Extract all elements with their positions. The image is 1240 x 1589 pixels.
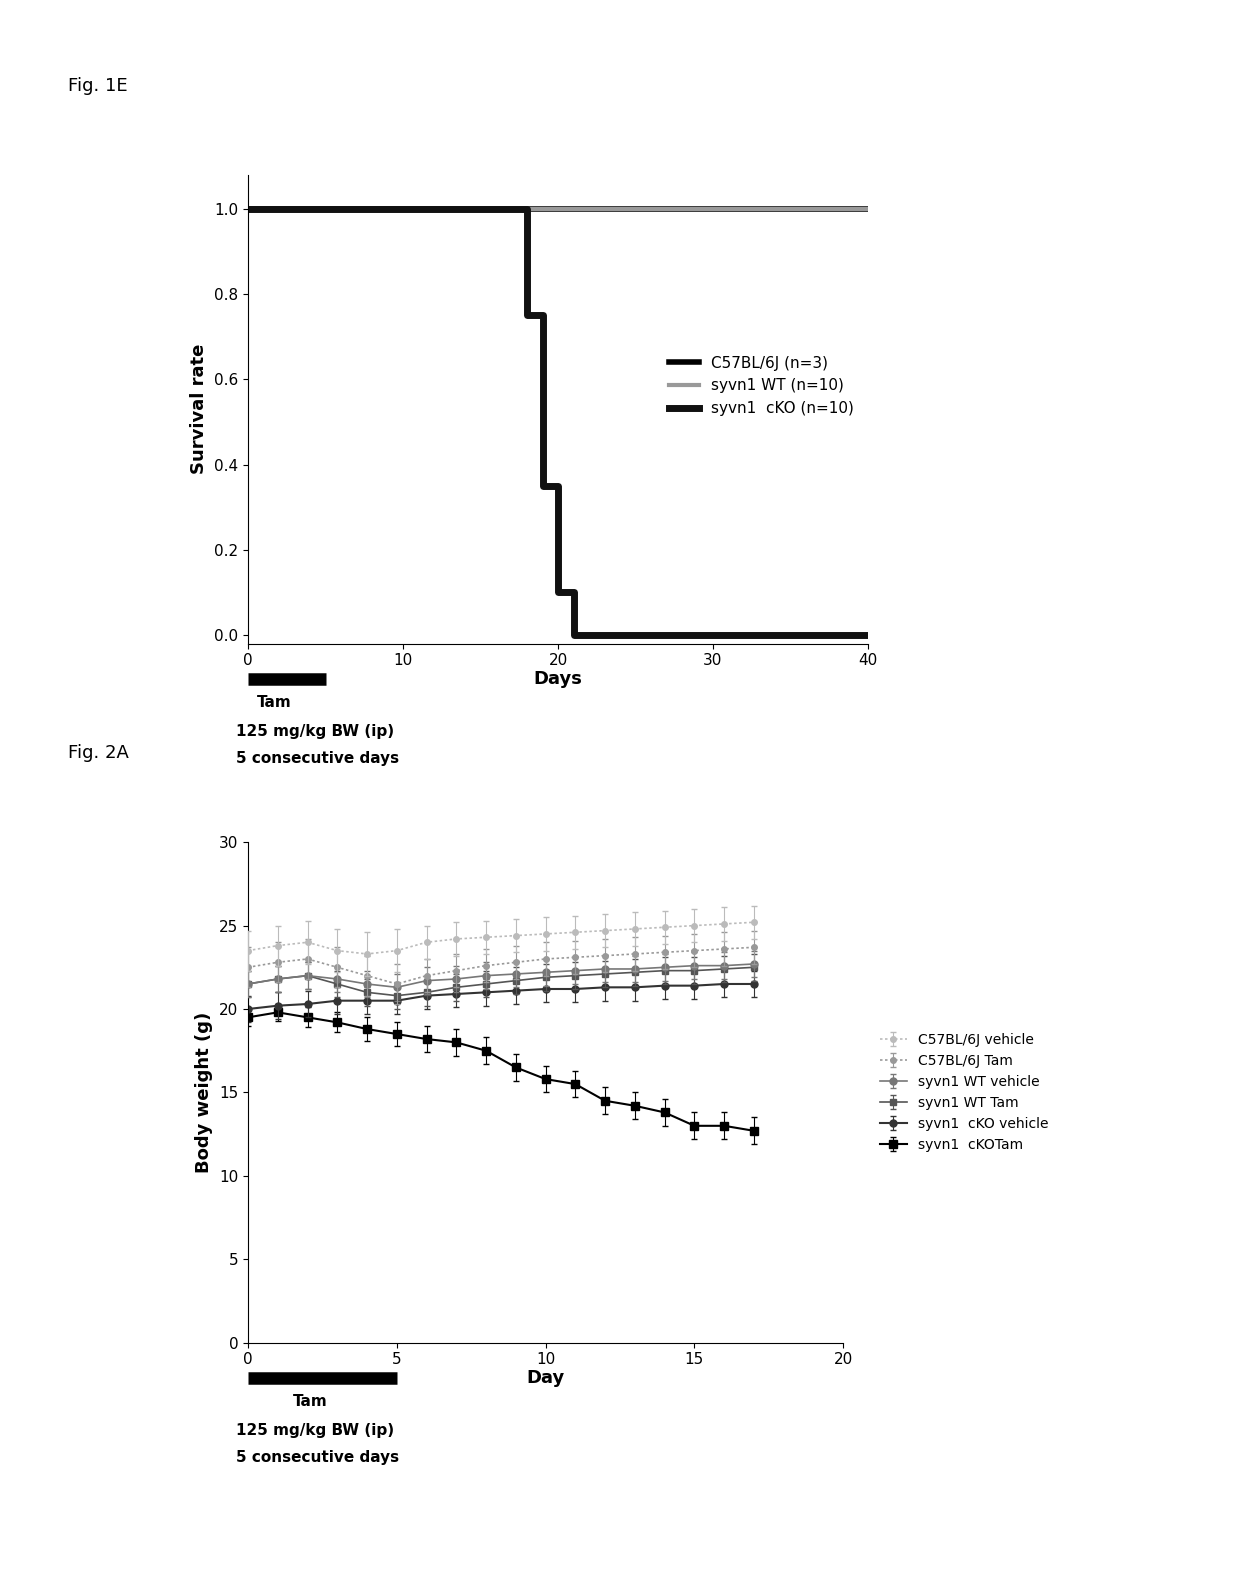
Y-axis label: Body weight (g): Body weight (g) [196,1012,213,1173]
Legend: C57BL/6J vehicle, C57BL/6J Tam, syvn1 WT vehicle, syvn1 WT Tam, syvn1  cKO vehic: C57BL/6J vehicle, C57BL/6J Tam, syvn1 WT… [874,1028,1054,1157]
Text: 5 consecutive days: 5 consecutive days [236,1449,399,1465]
Text: Fig. 2A: Fig. 2A [68,744,129,763]
Text: Tam: Tam [293,1394,327,1409]
Text: Tam: Tam [257,694,291,710]
Y-axis label: Survival rate: Survival rate [191,343,208,475]
Text: Fig. 1E: Fig. 1E [68,76,128,95]
Text: 125 mg/kg BW (ip): 125 mg/kg BW (ip) [236,723,394,739]
Text: 125 mg/kg BW (ip): 125 mg/kg BW (ip) [236,1422,394,1438]
X-axis label: Days: Days [533,669,583,688]
X-axis label: Day: Day [527,1368,564,1387]
Legend: C57BL/6J (n=3), syvn1 WT (n=10), syvn1  cKO (n=10): C57BL/6J (n=3), syvn1 WT (n=10), syvn1 c… [662,350,861,423]
Text: 5 consecutive days: 5 consecutive days [236,750,399,766]
